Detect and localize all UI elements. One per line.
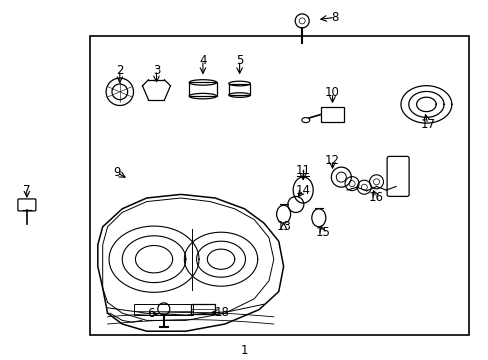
- Text: 8: 8: [330, 11, 338, 24]
- Bar: [228, 84, 250, 95]
- Bar: [191, 304, 214, 314]
- Text: 16: 16: [368, 191, 383, 204]
- Text: 9: 9: [113, 166, 121, 179]
- Text: 11: 11: [295, 165, 310, 177]
- Text: 7: 7: [23, 184, 31, 197]
- Text: 15: 15: [315, 226, 329, 239]
- Bar: [134, 304, 193, 315]
- Text: 5: 5: [235, 54, 243, 67]
- Bar: [189, 82, 216, 96]
- Text: 3: 3: [152, 64, 160, 77]
- Text: 10: 10: [325, 86, 339, 99]
- Text: 12: 12: [325, 154, 339, 167]
- Text: 1: 1: [240, 345, 248, 357]
- Text: 13: 13: [276, 220, 290, 233]
- Text: 6: 6: [146, 307, 154, 320]
- Text: 4: 4: [199, 54, 206, 67]
- Text: 18: 18: [215, 306, 229, 319]
- Bar: [90, 36, 468, 335]
- Text: 2: 2: [116, 64, 123, 77]
- Text: 17: 17: [420, 118, 434, 131]
- Bar: [320, 107, 344, 122]
- Text: 14: 14: [295, 184, 310, 197]
